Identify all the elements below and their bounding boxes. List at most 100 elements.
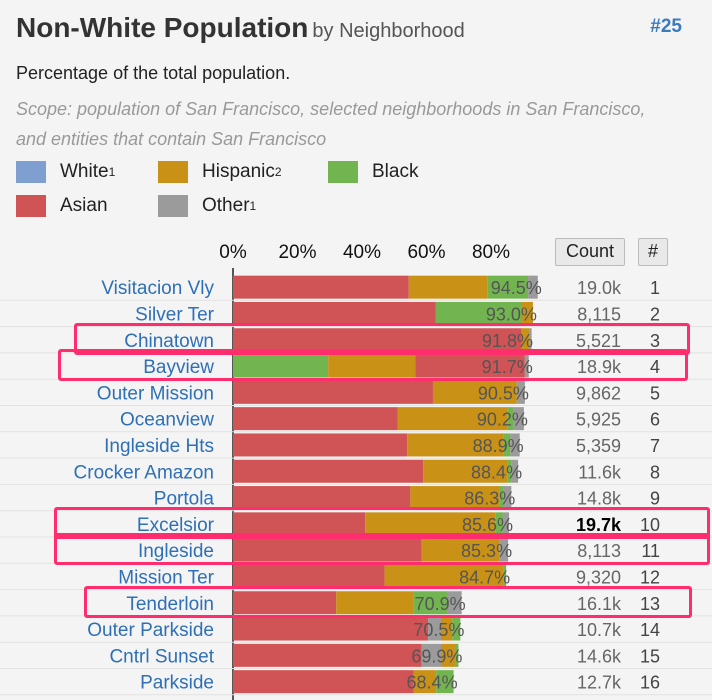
bar-segment-black: [452, 617, 461, 641]
bar-value-label: 88.4%: [471, 462, 522, 482]
bar-segment-hispanic: [328, 354, 416, 378]
bar-value-label: 85.3%: [461, 541, 512, 561]
rank-value: 6: [650, 410, 660, 430]
bar-segment-hispanic: [410, 486, 500, 510]
bar-segment-asian: [233, 538, 422, 562]
rank-value: 12: [640, 567, 660, 587]
neighborhood-label[interactable]: Mission Ter: [118, 567, 214, 588]
count-value: 11.6k: [578, 462, 622, 482]
scope-note: Scope: population of San Francisco, sele…: [16, 99, 646, 149]
neighborhood-label[interactable]: Bayview: [143, 357, 214, 378]
legend-white-swatch: [16, 161, 46, 183]
bar-segment-other: [528, 275, 538, 299]
x-tick-label: 40%: [343, 242, 381, 263]
neighborhood-label[interactable]: Ingleside Hts: [104, 436, 214, 457]
bar-segment-asian: [233, 486, 411, 510]
legend-asian[interactable]: Asian: [16, 192, 108, 220]
x-tick-label: 20%: [278, 242, 316, 263]
legend-black-label: Black: [372, 161, 419, 182]
bar-segment-black: [507, 459, 512, 483]
count-value: 10.7k: [577, 620, 622, 640]
bar-value-label: 91.8%: [482, 331, 533, 351]
legend-white-footnote: 1: [108, 165, 116, 179]
count-value: 9,320: [576, 567, 621, 587]
bar-value-label: 90.2%: [477, 410, 528, 430]
rank-value: 8: [650, 462, 660, 482]
rank-badge[interactable]: #25: [650, 16, 682, 37]
rank-value: 9: [650, 489, 660, 509]
bar-segment-hispanic: [423, 459, 508, 483]
rank-value: 7: [650, 436, 660, 456]
bar-segment-hispanic: [441, 617, 453, 641]
legend: White 1 Hispanic 2 Black Asian Other 1: [16, 158, 516, 224]
count-value: 8,113: [577, 541, 621, 561]
legend-other-footnote: 1: [249, 199, 257, 213]
neighborhood-label[interactable]: Excelsior: [137, 515, 215, 536]
bar-segment-asian: [233, 407, 398, 431]
neighborhood-label[interactable]: Crocker Amazon: [74, 462, 214, 483]
legend-white[interactable]: White 1: [16, 158, 115, 186]
title-row: Non-White Population by Neighborhood #25: [16, 12, 696, 52]
bar-segment-other: [513, 407, 524, 431]
neighborhood-label[interactable]: Visitacion Vly: [101, 278, 214, 299]
legend-other[interactable]: Other 1: [158, 192, 256, 220]
bar-value-label: 69.9%: [411, 646, 462, 666]
neighborhood-label[interactable]: Outer Parkside: [87, 620, 214, 641]
rank-value: 10: [640, 515, 660, 535]
legend-asian-swatch: [16, 195, 46, 217]
bar-segment-other: [511, 459, 519, 483]
count-column-header[interactable]: Count: [555, 238, 625, 266]
bar-segment-hispanic: [521, 328, 530, 352]
count-value: 5,925: [576, 410, 621, 430]
neighborhood-label[interactable]: Portola: [154, 489, 215, 510]
bar-segment-other: [503, 486, 512, 510]
bar-value-label: 84.7%: [459, 567, 510, 587]
title-by: by Neighborhood: [312, 20, 465, 42]
bar-segment-other: [499, 538, 509, 562]
count-value: 5,521: [576, 331, 621, 351]
bar-segment-asian: [233, 670, 414, 694]
neighborhood-label[interactable]: Tenderloin: [126, 594, 214, 615]
legend-hispanic-footnote: 2: [274, 165, 282, 179]
count-value: 14.8k: [577, 489, 622, 509]
bar-segment-asian: [233, 617, 429, 641]
rank-column-header[interactable]: #: [638, 238, 668, 266]
page-title: Non-White Population: [16, 12, 309, 43]
bar-segment-other: [524, 354, 529, 378]
x-tick-label: 60%: [407, 242, 445, 263]
count-value: 19.0k: [577, 278, 622, 298]
neighborhood-label[interactable]: Chinatown: [124, 331, 214, 352]
bar-segment-other: [428, 617, 442, 641]
bar-segment-asian: [233, 564, 385, 588]
rank-value: 1: [650, 278, 660, 298]
bar-value-label: 70.9%: [415, 594, 466, 614]
bar-segment-asian: [233, 380, 433, 404]
neighborhood-label[interactable]: Ingleside: [138, 541, 214, 562]
bar-segment-hispanic: [407, 433, 504, 457]
neighborhood-label[interactable]: Cntrl Sunset: [109, 646, 214, 667]
bar-segment-black: [499, 486, 504, 510]
bar-value-label: 70.5%: [413, 620, 464, 640]
rank-value: 4: [650, 357, 660, 377]
legend-hispanic-label: Hispanic: [202, 161, 275, 182]
bar-segment-asian: [415, 354, 525, 378]
bar-segment-asian: [233, 459, 424, 483]
neighborhood-label[interactable]: Silver Ter: [135, 304, 215, 325]
count-value: 8,115: [577, 304, 621, 324]
count-value: 19.7k: [576, 515, 622, 535]
legend-black[interactable]: Black: [328, 158, 418, 186]
neighborhood-label[interactable]: Oceanview: [120, 410, 214, 431]
x-tick-label: 0%: [219, 242, 247, 263]
neighborhood-label[interactable]: Parkside: [140, 673, 214, 694]
legend-hispanic[interactable]: Hispanic 2: [158, 158, 282, 186]
neighborhood-label[interactable]: Outer Mission: [97, 383, 214, 404]
bar-segment-other: [516, 380, 525, 404]
bar-segment-black: [507, 407, 514, 431]
legend-white-label: White: [60, 161, 109, 182]
bar-segment-other: [447, 591, 462, 615]
rank-value: 2: [650, 304, 660, 324]
bar-segment-hispanic: [413, 670, 437, 694]
legend-black-swatch: [328, 161, 358, 183]
bar-value-label: 93.0%: [486, 304, 537, 324]
